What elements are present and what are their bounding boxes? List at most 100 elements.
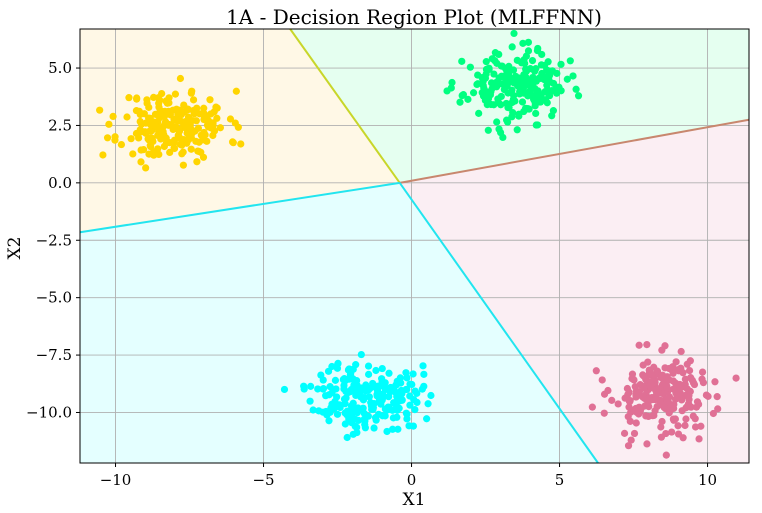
data-point (674, 422, 682, 430)
data-point (402, 369, 410, 377)
data-point (614, 400, 622, 408)
data-point (650, 411, 658, 420)
data-point (188, 87, 196, 95)
data-point (157, 135, 165, 143)
data-point (326, 383, 334, 391)
data-point (681, 375, 689, 383)
data-point (361, 424, 369, 432)
data-point (509, 109, 517, 117)
region-cyan (80, 182, 599, 463)
data-point (692, 403, 701, 411)
data-point (522, 105, 530, 113)
data-point (187, 145, 195, 153)
boundary-line (79, 181, 400, 234)
data-point (343, 433, 351, 442)
data-point (314, 385, 322, 393)
data-point (345, 415, 353, 423)
data-point (532, 91, 540, 99)
data-point (99, 151, 107, 159)
data-point (532, 109, 540, 118)
data-point (604, 386, 612, 395)
data-point (557, 60, 565, 68)
data-point (495, 50, 503, 59)
data-point (478, 89, 486, 97)
data-point (315, 407, 323, 415)
data-point (307, 382, 315, 390)
data-point (188, 117, 196, 125)
data-point (209, 121, 217, 130)
data-point (402, 385, 410, 394)
data-point (669, 377, 677, 385)
data-point (518, 98, 527, 106)
data-point (732, 374, 740, 382)
data-point (123, 113, 131, 121)
boundary-line (289, 28, 401, 184)
data-point (537, 96, 545, 104)
data-point (474, 80, 482, 88)
data-point (669, 415, 677, 423)
data-point (349, 399, 357, 407)
data-point (232, 87, 240, 95)
data-point (185, 136, 193, 144)
data-point (657, 433, 666, 441)
data-point (662, 451, 670, 459)
data-point (193, 158, 201, 166)
data-point (533, 46, 542, 55)
data-point (145, 103, 153, 111)
data-point (498, 80, 506, 88)
data-point (644, 358, 652, 366)
data-point (186, 124, 194, 133)
data-point (402, 409, 410, 417)
x-tick-label: −10 (100, 471, 132, 489)
data-point (280, 385, 289, 394)
data-point (663, 373, 671, 381)
data-point (569, 72, 577, 80)
data-point (383, 427, 391, 436)
data-point (372, 416, 380, 424)
data-point (300, 382, 308, 390)
data-point (709, 409, 717, 418)
data-point (333, 364, 342, 372)
data-point (129, 150, 137, 158)
data-point (524, 38, 532, 46)
data-point (653, 367, 662, 375)
data-point (216, 124, 224, 132)
data-point (674, 430, 683, 438)
data-point (325, 417, 333, 425)
data-point (406, 401, 414, 409)
data-point (357, 393, 365, 401)
data-point (665, 364, 673, 373)
data-point (507, 89, 515, 97)
data-point (365, 393, 373, 401)
data-point (212, 103, 220, 111)
data-point (503, 100, 512, 108)
data-point (541, 73, 550, 81)
data-point (199, 153, 208, 161)
data-point (632, 419, 640, 427)
data-point (448, 78, 456, 87)
data-point (394, 425, 402, 433)
data-point (393, 413, 401, 421)
y-tick-label: 5.0 (48, 59, 72, 77)
y-tick-label: 2.5 (48, 116, 72, 134)
data-point (170, 144, 178, 152)
data-point (155, 150, 163, 159)
data-point (697, 422, 705, 430)
data-point (704, 392, 712, 400)
data-point (309, 406, 317, 414)
region-yellow (80, 29, 400, 233)
data-point (646, 383, 655, 391)
data-point (190, 110, 198, 118)
data-point (159, 128, 167, 136)
data-point (166, 148, 174, 157)
data-point (408, 380, 416, 389)
data-point (420, 370, 428, 378)
data-point (377, 394, 385, 402)
data-point (714, 405, 722, 413)
x-tick-label: 10 (698, 471, 717, 489)
data-point (670, 400, 678, 409)
data-point (351, 415, 359, 423)
data-point (145, 150, 153, 158)
data-point (352, 361, 360, 369)
data-point (183, 106, 192, 114)
